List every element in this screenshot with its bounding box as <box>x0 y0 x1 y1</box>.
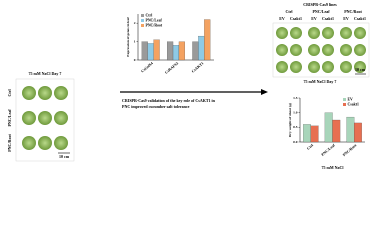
arrow-head <box>261 89 268 95</box>
bar <box>141 41 148 61</box>
row-label: Ctrl <box>7 89 12 97</box>
bar <box>178 41 185 61</box>
legend-label: EV <box>348 97 354 101</box>
legend-swatch <box>141 19 144 22</box>
line-label: EV <box>311 16 317 21</box>
group-label: Ctrl <box>285 9 293 14</box>
bar <box>346 116 355 143</box>
bar <box>324 112 333 143</box>
legend-swatch <box>141 14 144 17</box>
legend-label: Ctrl <box>146 13 153 17</box>
group-label: PNC/Leaf <box>312 9 330 14</box>
bar <box>167 41 174 61</box>
left-condition: 75 mM NaCl Day 7 <box>29 71 62 76</box>
scale-label: 10 cm <box>355 67 366 72</box>
photo-frame <box>272 22 370 78</box>
y-tick-label: 1 <box>134 39 136 43</box>
line-label: Csakt1 <box>322 16 334 21</box>
bar <box>332 119 341 143</box>
row-label: PNC/Root <box>7 134 12 152</box>
x-tick-label: PNC/Root <box>342 143 358 157</box>
figure: 75 mM NaCl Day 7 Ctrl PNC/Leaf PNC/Root … <box>7 2 370 170</box>
plants <box>22 86 68 150</box>
y-axis-label: Dry weight of shoot (g) <box>288 102 292 137</box>
bar <box>147 43 154 61</box>
y-axis-label: Expression of genes in leaf <box>126 16 130 56</box>
legend-swatch <box>343 98 346 101</box>
caption: CRISPR-Cas9 validation of the key role o… <box>122 98 216 103</box>
plants <box>276 27 366 73</box>
x-tick-label: CsGolS4 <box>140 61 153 73</box>
bar <box>153 39 160 61</box>
bar <box>354 122 362 143</box>
y-tick-label: 2 <box>134 21 136 25</box>
y-tick-label: 0.5 <box>293 125 298 129</box>
legend-swatch <box>141 24 144 27</box>
y-tick-label: 1.0 <box>293 110 298 114</box>
group-label: PNC/Root <box>344 9 362 14</box>
x-tick-label: PNC/Leaf <box>321 143 337 157</box>
legend-label: Csakt1 <box>348 102 359 106</box>
x-tick-label: CsAKT1 <box>191 61 205 73</box>
row-label: PNC/Leaf <box>7 109 12 127</box>
bar <box>310 125 319 143</box>
right-condition: 75 mM NaCl Day 7 <box>304 79 337 84</box>
legend-label: PNC/Root <box>146 23 163 27</box>
right-title: CRISPR-Cas9 lines <box>303 2 337 7</box>
bar <box>198 35 205 61</box>
line-label: Csakt1 <box>354 16 366 21</box>
y-tick-label: 0 <box>134 58 136 62</box>
bar <box>192 41 199 61</box>
scale-label: 10 cm <box>59 154 70 159</box>
line-label: EV <box>343 16 349 21</box>
x-tick-label: Ctrl <box>306 143 314 150</box>
line-label: EV <box>279 16 285 21</box>
y-tick-label: 0.0 <box>293 140 298 144</box>
legend-swatch <box>343 103 346 106</box>
x-axis-label: 75 mM NaCl <box>322 165 345 170</box>
bar <box>172 45 180 61</box>
legend-label: PNC/Leaf <box>146 18 163 22</box>
y-tick-label: 1.5 <box>293 96 298 100</box>
x-tick-label: CsRAFS3 <box>164 61 179 74</box>
caption: PNC improved cucumber salt tolerance <box>122 104 190 109</box>
bar <box>204 19 211 61</box>
line-label: Csakt1 <box>290 16 302 21</box>
bar <box>303 124 311 143</box>
